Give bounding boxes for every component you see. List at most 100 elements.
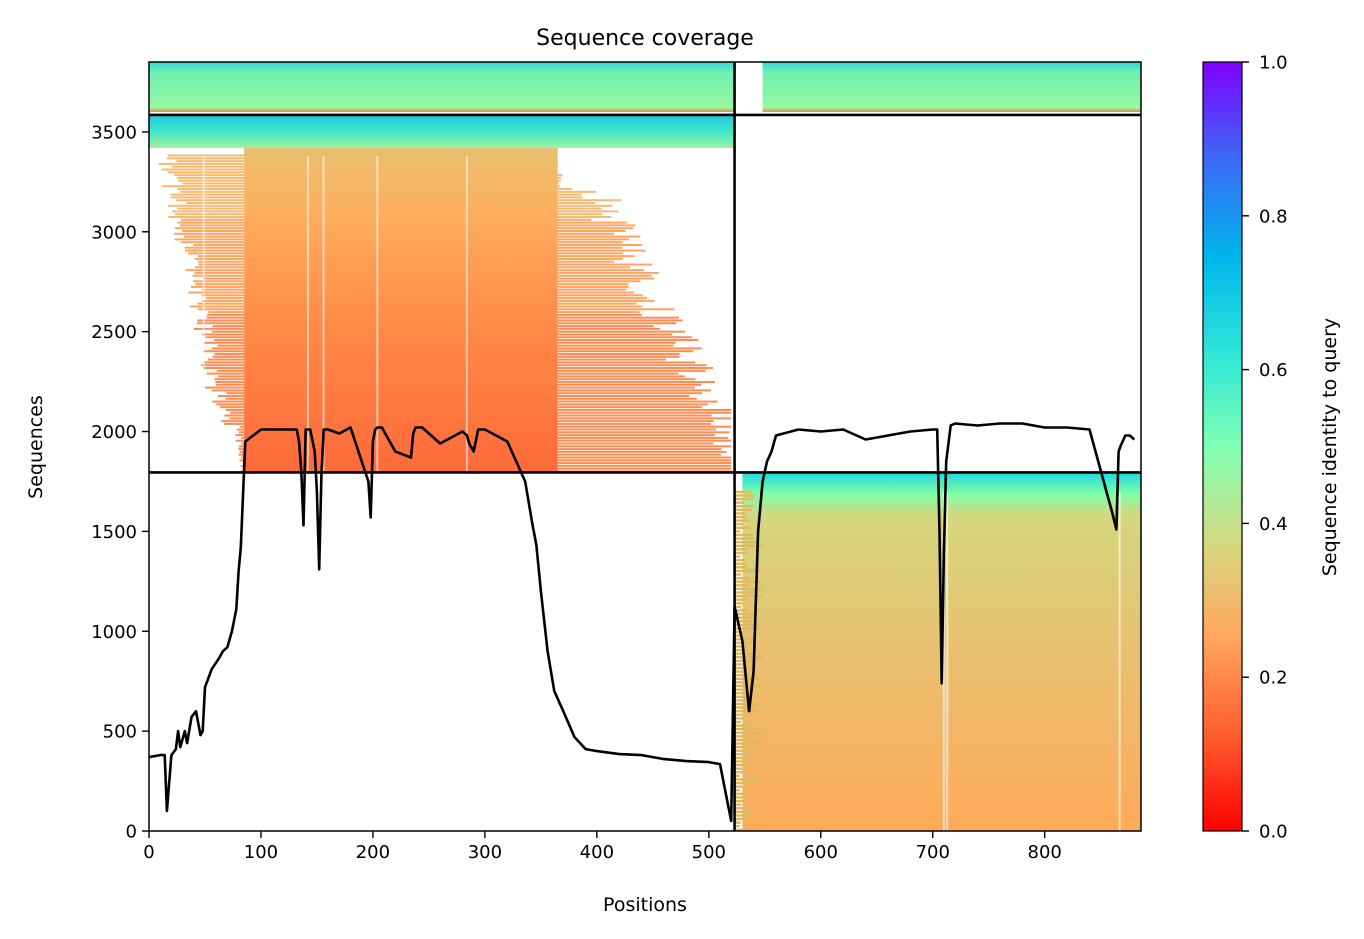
- block-a-right-flank-row: [557, 369, 706, 372]
- block-a-left-flank-row: [214, 378, 245, 381]
- block-b-left-row: [734, 792, 749, 796]
- block-a-left-flank-row: [212, 400, 245, 403]
- block-a-left-flank-row: [186, 202, 245, 205]
- block-b-left-row: [734, 537, 755, 540]
- block-b-left-row: [734, 587, 762, 591]
- block-b-left-row: [734, 828, 748, 831]
- x-axis-label: Positions: [603, 894, 687, 916]
- x-tick-label: 0: [143, 842, 154, 863]
- block-b-left-row: [734, 501, 745, 504]
- block-a-right-flank-row: [557, 252, 624, 255]
- block-a-left-flank-row: [174, 238, 245, 241]
- block-a-right-flank-row: [557, 355, 680, 358]
- block-a-left-flank-row: [215, 383, 245, 386]
- block-b-left-row: [734, 623, 758, 627]
- block-a-left-flank-row: [241, 442, 245, 445]
- block-b-left-row: [734, 508, 752, 512]
- block-a-left-flank-row: [205, 336, 245, 339]
- block-a-right-flank-row: [557, 325, 654, 328]
- block-b-left-row: [734, 720, 742, 724]
- block-a-right-flank-row: [557, 235, 641, 238]
- block-b-left-row: [734, 602, 743, 605]
- block-a-right-flank-row: [557, 428, 717, 431]
- block-a-right-flank-row: [557, 213, 603, 216]
- block-a-right-flank-row: [557, 193, 582, 196]
- block-b-left-row: [734, 648, 748, 652]
- block-b-left-row: [734, 684, 762, 688]
- block-a-left-flank-row: [238, 448, 245, 451]
- block-b-left-row: [734, 681, 755, 684]
- coverage-line: [149, 422, 1136, 823]
- block-b-left-row: [734, 817, 758, 821]
- block-a-left-flank-row: [229, 411, 245, 414]
- block-b-gap-streak: [942, 491, 945, 831]
- block-a-left-flank-row: [171, 165, 245, 168]
- block-b-left-row: [734, 727, 759, 731]
- block-a-right-flank-row: [557, 243, 643, 246]
- block-a-right-flank-row: [557, 257, 624, 260]
- block-a-right-flank-row: [557, 294, 643, 297]
- block-a-left-flank-row: [194, 266, 245, 269]
- block-b-left-row: [734, 548, 748, 551]
- block-a-left-flank-row: [191, 285, 245, 288]
- block-b-left-row: [734, 544, 764, 547]
- x-tick-label: 400: [580, 842, 614, 863]
- block-a-right-flank-row: [557, 339, 699, 342]
- block-a-right-flank-row: [557, 249, 646, 252]
- block-a-left-flank-row: [204, 361, 245, 364]
- block-a-right-flank-row: [557, 297, 648, 300]
- block-a-right-flank-row: [557, 439, 732, 442]
- x-tick-label: 300: [468, 842, 502, 863]
- block-a-right-flank-row: [557, 380, 715, 383]
- block-a-right-flank-row: [557, 347, 702, 350]
- block-b-left-row: [734, 591, 758, 594]
- colorbar-tick-label: 0.4: [1259, 514, 1288, 535]
- block-a-left-flank-row: [224, 422, 245, 425]
- block-a-left-flank-row: [218, 394, 245, 397]
- block-b-left-row: [734, 799, 750, 803]
- block-a-left-flank-row: [172, 210, 245, 213]
- block-a-left-flank-row: [219, 406, 245, 409]
- block-a-right-flank-row: [557, 383, 702, 386]
- block-a-right-flank-row: [557, 400, 718, 403]
- colorbar-tick-label: 0.2: [1259, 668, 1288, 689]
- block-a-right-flank-row: [557, 330, 686, 333]
- block-b-left-row: [734, 778, 761, 781]
- block-a-left-flank-row: [176, 176, 245, 179]
- block-a-right-flank-row: [557, 319, 683, 322]
- block-a-left-flank-row: [174, 213, 245, 216]
- block-a-right-flank-row: [557, 327, 660, 330]
- block-a-left-flank-row: [201, 288, 245, 291]
- block-a-right-flank-row: [557, 246, 623, 249]
- block-b-left-row: [734, 620, 753, 623]
- block-a-right-flank-row: [557, 372, 679, 375]
- block-b-left-row: [734, 670, 746, 673]
- block-b-left-row: [734, 691, 747, 695]
- block-b-left-row: [734, 821, 741, 824]
- block-dividers: [149, 62, 1141, 831]
- block-b-left-row: [734, 523, 743, 526]
- block-a-left-flank-row: [208, 311, 245, 314]
- block-b-left-row: [734, 494, 756, 497]
- colorbar-ticks: 0.0 0.2 0.4 0.6 0.8 1.0: [1242, 53, 1288, 843]
- block-a-left-flank-row: [184, 246, 245, 249]
- block-b-left-row: [734, 688, 743, 691]
- block-a-left-flank-row: [196, 322, 245, 325]
- block-a-left-flank-row: [180, 241, 245, 244]
- block-b-left-row: [734, 519, 751, 522]
- y-tick-label: 0: [126, 822, 137, 843]
- x-tick-label: 200: [356, 842, 390, 863]
- block-a-left-flank-row: [200, 364, 245, 367]
- block-b-left-row: [734, 627, 760, 630]
- block-a-top: [149, 62, 735, 112]
- block-b-left-row: [734, 551, 748, 555]
- plot-frame: [148, 61, 1142, 832]
- block-a-right-flank-row: [557, 255, 635, 258]
- block-a-right-flank-row: [557, 207, 602, 210]
- block-b-gap-streak: [1118, 491, 1121, 831]
- block-a-left-flank-row: [238, 453, 245, 456]
- y-axis: 0 500 1000 1500 2000 2500 3000 3500: [91, 122, 149, 843]
- block-a-left-flank-row: [241, 456, 245, 459]
- block-a-right-flank-row: [557, 313, 643, 316]
- block-a-right-flank-row: [557, 364, 707, 367]
